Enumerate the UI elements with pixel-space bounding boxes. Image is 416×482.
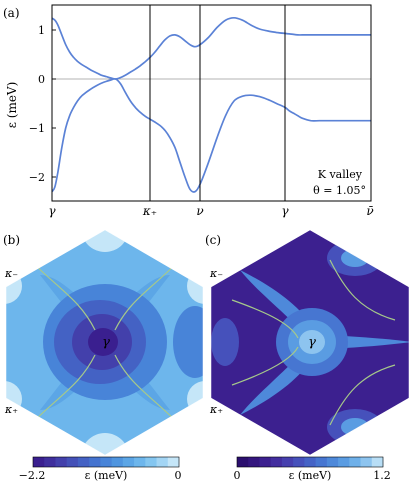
- xtick-nu-bar: ν̄: [366, 204, 373, 218]
- panel-a-verticals: [149, 5, 286, 201]
- colorbar-swatch: [66, 457, 79, 467]
- colorbar-c-frame: [236, 456, 384, 468]
- colorbar-swatch: [77, 457, 90, 467]
- xtick-kappa-plus: κ₊: [142, 204, 157, 218]
- xtick-gamma: γ: [48, 204, 56, 218]
- gamma-point-c: γ: [308, 335, 316, 350]
- panel-a-bands: [52, 16, 371, 193]
- colorbar-swatch: [237, 457, 249, 467]
- colorbar-c-min: 0: [234, 469, 241, 482]
- kappa-plus-c: κ₊: [209, 403, 223, 416]
- colorbar-swatch: [111, 457, 124, 467]
- colorbar-swatch: [156, 457, 169, 467]
- panel-b: (b) γ κ₋ κ₊ −2.2 ε: [3, 229, 204, 482]
- colorbar-swatch: [371, 457, 384, 467]
- kappa-minus-b: κ₋: [4, 267, 18, 280]
- kappa-plus-b: κ₊: [4, 403, 18, 416]
- contour-pocket-c-bottom-core: [341, 418, 369, 436]
- panel-c-label: (c): [205, 233, 221, 247]
- colorbar-swatch: [338, 457, 350, 467]
- contour-lobe-bottom: [81, 433, 129, 455]
- ytick-label-m2: −2: [29, 171, 45, 184]
- gamma-point-b: γ: [102, 335, 110, 350]
- hexagon-border-c: [210, 229, 410, 456]
- colorbar-swatch: [100, 457, 113, 467]
- colorbar-c: [237, 457, 384, 467]
- panel-a: (a) ε (meV) 1 0 −1 −2 γ κ₊ ν: [3, 4, 374, 218]
- colorbar-swatch: [293, 457, 305, 467]
- colorbar-swatch: [248, 457, 260, 467]
- kappa-minus-c: κ₋: [209, 267, 223, 280]
- colorbar-swatch: [145, 457, 157, 467]
- valley-annotation: K valley: [318, 168, 363, 181]
- colorbar-swatch: [326, 457, 339, 467]
- band-lower-line: [52, 77, 371, 193]
- contour-pocket-c-top-core: [341, 249, 369, 267]
- colorbar-swatch: [44, 457, 56, 467]
- colorbar-swatch: [304, 457, 317, 467]
- ytick-label-m1: −1: [29, 122, 45, 135]
- panel-a-xticklabels: γ κ₊ ν γ ν̄: [48, 204, 373, 218]
- xtick-gamma-2: γ: [281, 204, 289, 218]
- contour-isoline-c: [231, 259, 396, 426]
- colorbar-b: [33, 457, 180, 467]
- contour-lobe-top: [81, 230, 129, 252]
- colorbar-b-min: −2.2: [19, 469, 46, 482]
- panel-a-ylabel: ε (meV): [5, 82, 19, 129]
- colorbar-b-frame: [32, 456, 180, 468]
- panel-a-yticklabels: 1 0 −1 −2: [29, 24, 45, 184]
- panel-c: (c) γ κ₋ κ₊ 0 ε (meV) 1.2: [205, 229, 410, 482]
- colorbar-b-label: ε (meV): [85, 469, 128, 482]
- angle-annotation: θ = 1.05°: [313, 184, 366, 197]
- contour-arm-level-1b: [40, 342, 170, 410]
- ytick-label-1: 1: [38, 24, 45, 37]
- band-upper-line: [52, 16, 371, 80]
- colorbar-swatch: [315, 457, 328, 467]
- colorbar-swatch: [33, 457, 45, 467]
- panel-a-label: (a): [3, 6, 20, 20]
- colorbar-swatch: [281, 457, 294, 467]
- hexagon-border-b: [5, 229, 204, 456]
- contour-arm-level-1: [40, 275, 170, 342]
- contour-isoline: [29, 259, 181, 426]
- colorbar-swatch: [55, 457, 68, 467]
- colorbar-swatch: [259, 457, 272, 467]
- colorbar-b-max: 0: [175, 469, 182, 482]
- colorbar-swatch: [89, 457, 101, 467]
- contour-pocket-right: [173, 306, 203, 378]
- colorbar-swatch: [270, 457, 283, 467]
- colorbar-swatch: [134, 457, 146, 467]
- panel-a-yticks: [52, 29, 56, 178]
- colorbar-c-max: 1.2: [373, 469, 391, 482]
- colorbar-swatch: [122, 457, 135, 467]
- contour-pocket-c-left: [211, 318, 239, 366]
- colorbar-c-label: ε (meV): [289, 469, 332, 482]
- colorbar-swatch: [360, 457, 373, 467]
- ytick-label-0: 0: [38, 73, 45, 86]
- colorbar-swatch: [349, 457, 361, 467]
- xtick-nu: ν: [196, 204, 203, 218]
- panel-b-label: (b): [3, 233, 20, 247]
- contour-level-5: [88, 328, 118, 356]
- colorbar-swatch: [167, 457, 180, 467]
- panel-a-frame: [51, 4, 372, 202]
- panel-b-contours: [6, 230, 203, 455]
- contour-c-level-3: [299, 330, 325, 354]
